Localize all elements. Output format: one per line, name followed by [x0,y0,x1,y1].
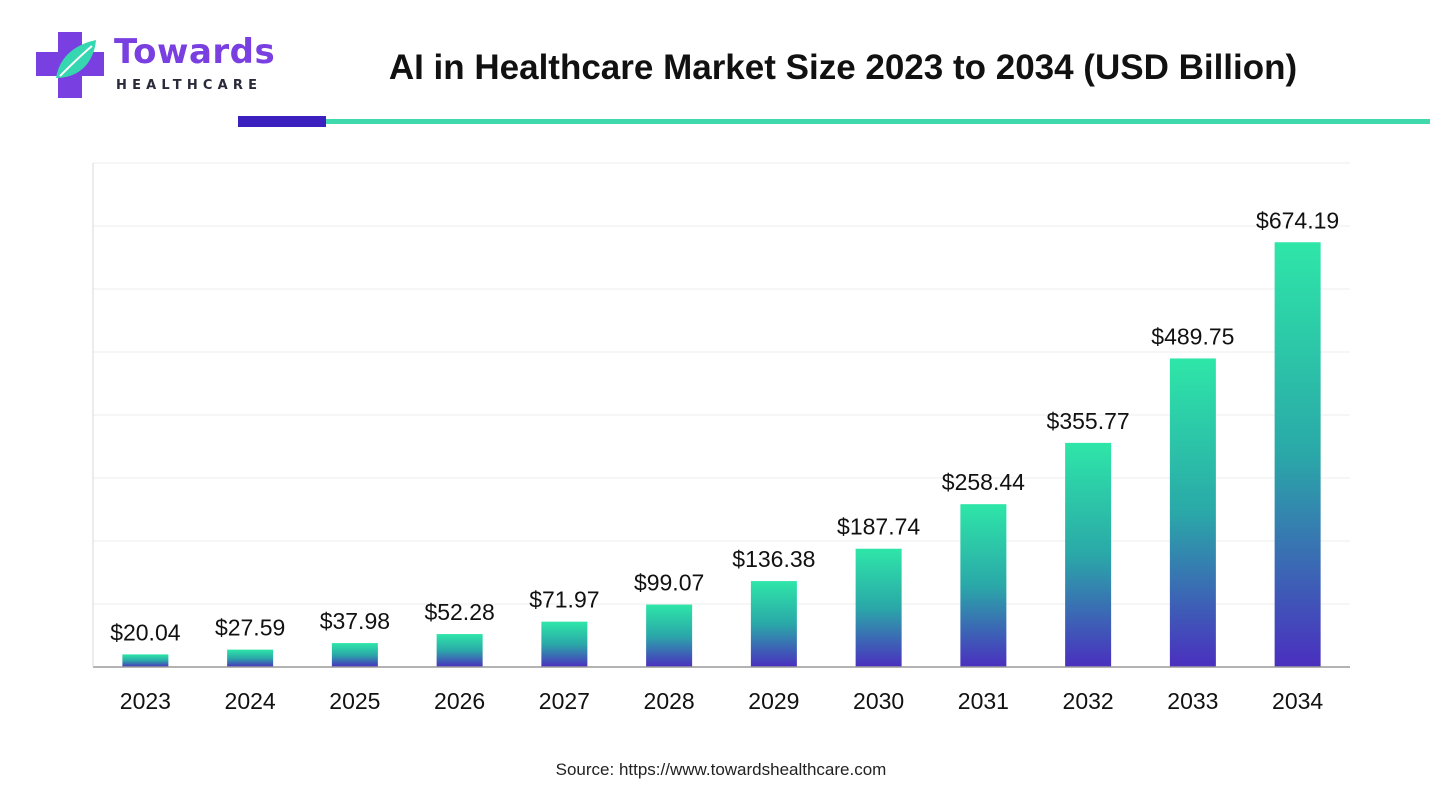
title-accent-bar [238,116,326,127]
value-label-2033: $489.75 [1151,323,1234,349]
x-tick-label-2030: 2030 [853,688,904,714]
x-tick-label-2023: 2023 [120,688,171,714]
brand-logo: Towards HEALTHCARE [36,30,276,100]
x-tick-label-2028: 2028 [644,688,695,714]
bars [122,242,1321,667]
x-tick-label-2031: 2031 [958,688,1009,714]
bar-2029 [750,581,797,667]
bar-2027 [541,621,588,667]
brand-subname: HEALTHCARE [116,78,263,93]
x-tick-label-2027: 2027 [539,688,590,714]
value-label-2027: $71.97 [529,587,599,613]
value-label-2025: $37.98 [320,608,390,634]
value-label-2028: $99.07 [634,570,704,596]
medical-cross-icon [36,32,104,98]
bar-2032 [1065,442,1112,667]
value-label-2034: $674.19 [1256,207,1339,233]
bar-2023 [122,654,169,667]
value-label-2032: $355.77 [1047,408,1130,434]
bar-2024 [227,649,274,667]
value-label-2029: $136.38 [732,546,815,572]
bar-2031 [960,504,1007,667]
value-label-2030: $187.74 [837,514,920,540]
gridlines [93,162,1350,605]
value-label-2026: $52.28 [424,599,494,625]
x-tick-label-2024: 2024 [225,688,276,714]
brand-name: Towards [114,32,276,72]
x-tick-label-2025: 2025 [329,688,380,714]
bar-2033 [1169,358,1216,667]
value-label-2024: $27.59 [215,615,285,641]
x-tick-label-2032: 2032 [1063,688,1114,714]
bar-2034 [1274,242,1321,667]
value-label-2031: $258.44 [942,469,1025,495]
bar-2030 [855,548,902,667]
x-tick-label-2033: 2033 [1167,688,1218,714]
source-note: Source: https://www.towardshealthcare.co… [555,760,887,779]
x-tick-label-2029: 2029 [748,688,799,714]
bar-2025 [331,643,378,667]
bar-2026 [436,634,483,667]
value-labels: $20.04 $27.59 $37.98 $52.28 $71.97 $99.07 $136… [110,207,1339,645]
x-axis-tick-labels: 2023 2024 2025 2026 2027 2028 2029 2030 2031 2032… [120,688,1324,714]
title-underline [326,119,1430,124]
page-title: AI in Healthcare Market Size 2023 to 203… [388,48,1298,87]
x-tick-label-2026: 2026 [434,688,485,714]
value-label-2023: $20.04 [110,619,181,645]
bar-2028 [646,604,693,667]
x-tick-label-2034: 2034 [1272,688,1323,714]
